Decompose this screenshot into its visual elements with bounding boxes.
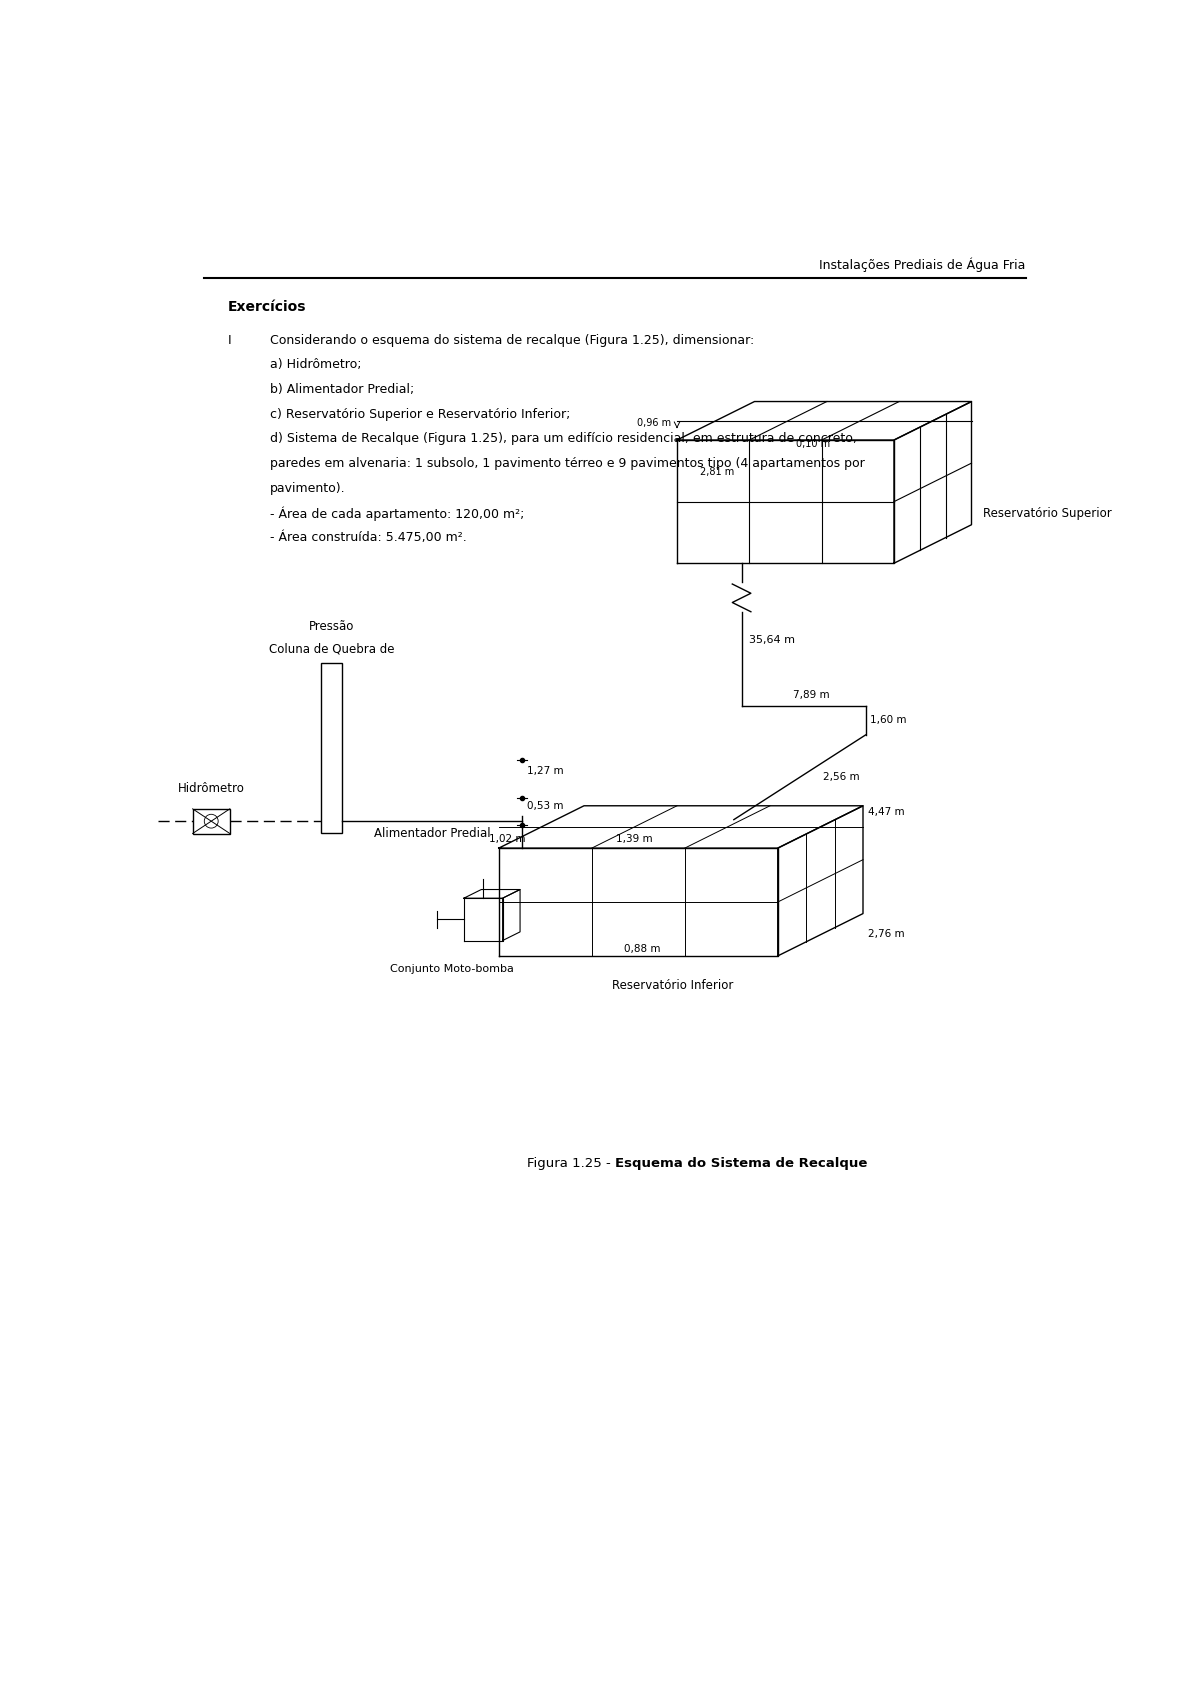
Text: a) Hidrômetro;: a) Hidrômetro;: [270, 358, 361, 372]
Text: paredes em alvenaria: 1 subsolo, 1 pavimento térreo e 9 pavimentos tipo (4 apart: paredes em alvenaria: 1 subsolo, 1 pavim…: [270, 456, 865, 470]
Text: 1,02 m: 1,02 m: [490, 833, 526, 843]
Text: 0,88 m: 0,88 m: [624, 945, 661, 954]
Bar: [193, 809, 230, 833]
Text: I: I: [228, 334, 232, 346]
Text: 2,76 m: 2,76 m: [869, 930, 905, 940]
Text: b) Alimentador Predial;: b) Alimentador Predial;: [270, 384, 414, 395]
Text: 4,47 m: 4,47 m: [869, 806, 905, 816]
Text: 2,81 m: 2,81 m: [701, 467, 734, 477]
Text: Coluna de Quebra de: Coluna de Quebra de: [269, 643, 394, 655]
Text: Pressão: Pressão: [308, 619, 354, 633]
Text: c) Reservatório Superior e Reservatório Inferior;: c) Reservatório Superior e Reservatório …: [270, 407, 570, 421]
Text: Figura 1.25 -: Figura 1.25 -: [527, 1157, 616, 1171]
Text: - Área construída: 5.475,00 m².: - Área construída: 5.475,00 m².: [270, 531, 467, 545]
Text: Instalações Prediais de Água Fria: Instalações Prediais de Água Fria: [820, 258, 1026, 272]
Text: Hidrômetro: Hidrômetro: [178, 782, 245, 794]
Text: Esquema do Sistema de Recalque: Esquema do Sistema de Recalque: [616, 1157, 868, 1171]
Text: Conjunto Moto-bomba: Conjunto Moto-bomba: [390, 964, 514, 974]
Text: Reservatório Superior: Reservatório Superior: [983, 507, 1112, 521]
Text: d) Sistema de Recalque (Figura 1.25), para um edifício residencial, em estrutura: d) Sistema de Recalque (Figura 1.25), pa…: [270, 433, 857, 445]
Text: 2,56 m: 2,56 m: [823, 772, 859, 782]
Text: 1,27 m: 1,27 m: [528, 765, 564, 776]
Text: 1,39 m: 1,39 m: [616, 833, 653, 843]
Text: pavimento).: pavimento).: [270, 482, 346, 494]
Bar: [320, 664, 342, 833]
Text: 0,96 m: 0,96 m: [637, 417, 671, 428]
Text: - Área de cada apartamento: 120,00 m²;: - Área de cada apartamento: 120,00 m²;: [270, 506, 524, 521]
Text: Alimentador Predial: Alimentador Predial: [373, 828, 491, 840]
Text: Reservatório Inferior: Reservatório Inferior: [612, 979, 733, 993]
Text: 7,89 m: 7,89 m: [793, 691, 829, 701]
Text: 1,60 m: 1,60 m: [870, 714, 907, 725]
Text: 0,10 m: 0,10 m: [797, 440, 830, 450]
Text: Exercícios: Exercícios: [228, 300, 306, 314]
Text: Considerando o esquema do sistema de recalque (Figura 1.25), dimensionar:: Considerando o esquema do sistema de rec…: [270, 334, 755, 346]
Text: 0,53 m: 0,53 m: [528, 801, 564, 811]
Text: 35,64 m: 35,64 m: [749, 635, 796, 645]
